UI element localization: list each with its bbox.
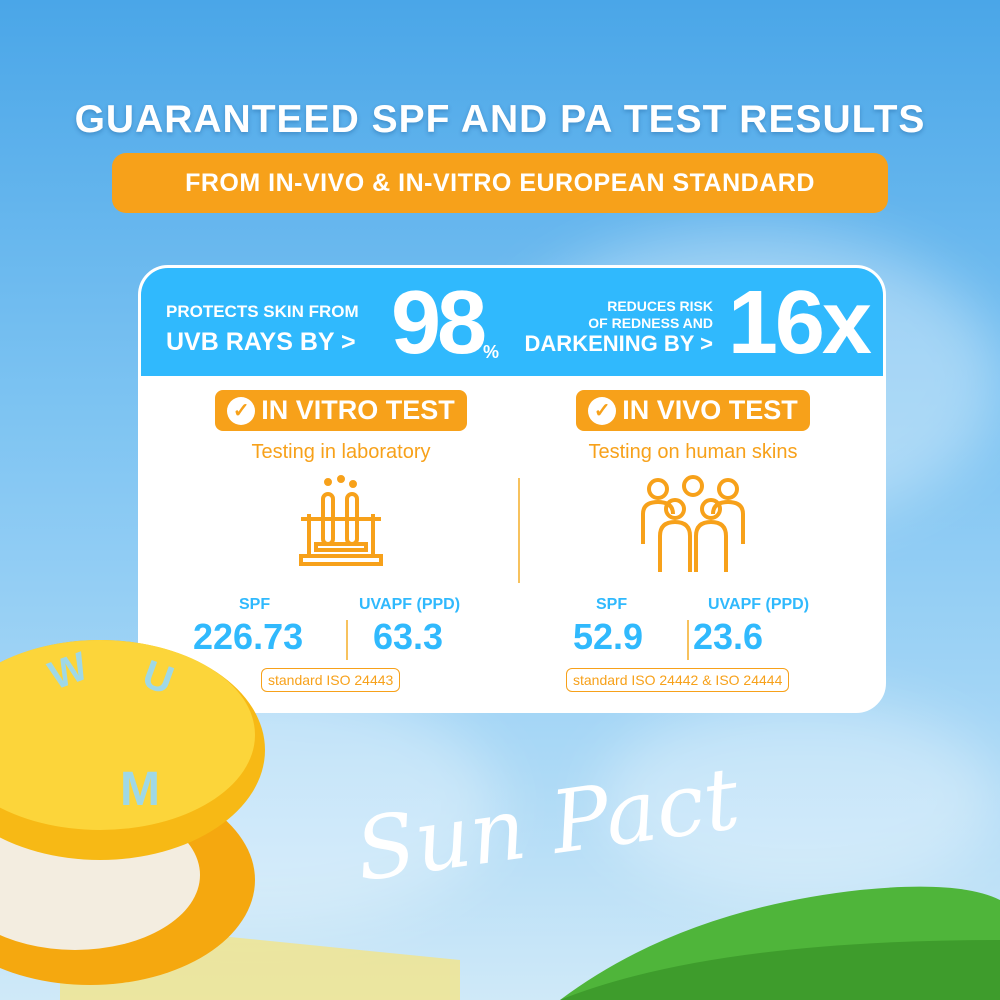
test-tubes-icon [299,475,383,566]
uvapf-label: UVAPF (PPD) [359,596,461,613]
test-description: Testing in laboratory [251,441,431,463]
spf-label: SPF [239,596,271,613]
divider [687,620,689,660]
in-vitro-badge: ✓ IN VITRO TEST [215,390,467,431]
check-icon: ✓ [227,396,256,425]
grass-hill [560,886,1000,1000]
spf-label: SPF [596,596,628,613]
badge-label: IN VITRO TEST [261,395,455,425]
claim-left-line2: UVB RAYS BY > [166,328,356,356]
cloud [600,700,1000,900]
sun-pact-compact: M W U [0,640,265,985]
test-description: Testing on human skins [588,441,798,463]
spf-value: 226.73 [193,616,304,657]
claim-left-value: 98 [391,273,487,373]
people-group-icon [641,475,745,572]
uvapf-value: 23.6 [693,616,764,657]
claims-header: PROTECTS SKIN FROM UVB RAYS BY > 98 % RE… [141,268,883,376]
standard-label: standard ISO 24443 [261,668,401,692]
in-vitro-section: ✓ IN VITRO TEST Testing in laboratory [161,390,521,579]
divider [518,478,520,583]
standard-label: standard ISO 24442 & ISO 24444 [566,668,790,692]
claim-right-line1: REDUCES RISK [607,298,713,314]
uvapf-value: 63.3 [373,616,444,657]
spf-value: 52.9 [573,616,644,657]
badge-label: IN VIVO TEST [622,395,798,425]
logo-letter: M [120,763,160,816]
in-vivo-badge: ✓ IN VIVO TEST [576,390,810,431]
claim-left-unit: % [483,342,500,362]
results-card: PROTECTS SKIN FROM UVB RAYS BY > 98 % RE… [138,265,886,713]
check-icon: ✓ [588,396,617,425]
claim-right-value: 16x [727,273,872,373]
claim-right-line2: OF REDNESS AND [588,315,713,331]
page-title: GUARANTEED SPF AND PA TEST RESULTS [74,98,926,141]
subtitle-banner: FROM IN-VIVO & IN-VITRO EUROPEAN STANDAR… [112,153,888,213]
uvapf-label: UVAPF (PPD) [708,596,810,613]
in-vivo-section: ✓ IN VIVO TEST Testing on human skins [513,390,873,579]
divider [346,620,348,660]
claim-left-line1: PROTECTS SKIN FROM [166,302,359,321]
claim-right-line3: DARKENING BY > [524,331,713,356]
